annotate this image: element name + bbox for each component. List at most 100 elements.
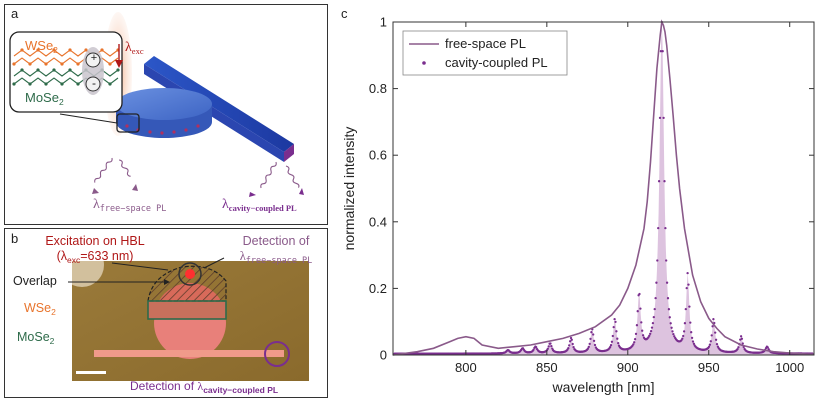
cavity-dot [683,322,687,325]
x-tick-label: 1000 [775,360,804,375]
b-wse2-text: WSe [24,301,52,315]
microdisk-top [116,88,212,120]
cavity-dot [641,329,644,332]
electron-sign: - [92,76,96,90]
detection-cav-text: Detection of λcavity−coupled PL [130,379,279,395]
cavity-dot [568,344,571,347]
cavity-dot [685,286,688,290]
cavity-dot [633,341,636,344]
wse2-text: WSe [25,38,54,53]
b-mose2-sub: 2 [49,336,55,346]
cavity-dot [535,346,538,349]
cavity-dot [651,321,655,325]
cavity-dot [632,343,635,346]
mose2-flake-outline [147,300,227,320]
cavity-dot [547,345,550,348]
excitation-l2-pre: (λ [56,249,68,263]
lambda-free-label: λfree−space PL [93,197,166,214]
free-space-line [392,19,815,356]
cavity-dot [613,317,616,321]
cavity-dot [654,296,657,300]
cavity-dot [635,324,639,327]
excitation-line2: (λexc=633 nm) [33,249,157,265]
cavity-dot [714,331,717,334]
cavity-dot [588,342,591,346]
detection-cav-sub: cavity−coupled PL [203,385,279,395]
cavity-dot [690,336,694,340]
detection-free-sub: free−space PL [245,256,313,266]
cavity-dot [712,317,715,321]
cavity-dot [616,337,619,340]
hole-circle [85,52,101,68]
x-tick-label: 850 [536,360,558,375]
detection-free-line1: Detection of [242,234,310,248]
cavity-dot [655,281,658,284]
cavity-dot [658,116,662,120]
cavity-dot [690,331,693,334]
cavity-dot [740,337,744,340]
excitation-text: Excitation on HBL (λexc=633 nm) [33,234,157,265]
y-tick-label: 0.4 [369,214,387,229]
cavity-dot [641,334,645,337]
cavity-dot [691,340,695,343]
panel-a-illustration [9,12,304,197]
cavity-dot [634,332,638,336]
waveguide-image [94,350,284,357]
lambda-free-symbol: λ [93,197,100,212]
cavity-dot [593,343,597,347]
cavity-dot [657,180,661,183]
cavity-dot [741,342,744,345]
waveguide-side [144,64,284,162]
cavity-dot [681,337,684,340]
b-mose2-text: MoSe [17,330,50,344]
cavity-dot [640,321,643,324]
cavity-dot [592,333,595,336]
plot-area: 800 850 900 950 1000 0 0.2 0.4 0.6 0.8 1 [369,15,815,375]
mose2-label: MoSe2 [25,90,64,107]
detection-cav-lambda: λ [197,379,204,393]
cavity-dot [650,326,654,329]
cavity-dot [684,307,687,311]
x-tick-label: 900 [617,360,639,375]
cavity-dot [736,347,739,351]
x-axis-label: wavelength [nm] [552,379,655,395]
hole-sign: + [90,52,98,64]
cavity-dot [707,345,711,348]
cavity-dot [709,340,712,343]
cavity-dot [633,337,637,341]
y-tick-label: 0.8 [369,81,387,96]
cavity-dot [653,307,656,311]
x-tick-label: 800 [455,360,477,375]
cavity-dot [592,339,596,343]
detection-free-lambda: λ [239,249,246,263]
cavity-dot [667,308,671,311]
cavity-dot [569,336,573,340]
lambda-cav-symbol: λ [222,197,229,212]
legend-dot-cavity [422,61,426,65]
cavity-dot [532,348,535,351]
overlap-label: Overlap [13,274,57,288]
cavity-dot [587,345,590,349]
cavity-dot [610,340,614,343]
cavity-dot [673,335,676,338]
cavity-dot [668,316,671,319]
cavity-dot [661,50,664,53]
panel-b-label: b [11,231,19,246]
cavity-dot [649,332,652,335]
chart-legend: free-space PL cavity-coupled PL [402,30,568,76]
cavity-dot [614,320,617,324]
y-axis-label: normalized intensity [341,127,357,251]
lambda-exc-sub: exc [131,46,144,56]
cavity-dot [639,307,642,310]
cavity-dot [612,325,615,329]
lambda-cav-label: λcavity−coupled PL [222,197,297,213]
cavity-dot [739,335,743,338]
cavity-dot [549,342,552,345]
cavity-dot [670,326,673,329]
cavity-dot [617,341,620,345]
cavity-dot [586,347,590,350]
cavity-dot [665,281,669,284]
cavity-dot [611,334,614,338]
cavity-dot [664,226,667,230]
cavity-dot [571,342,574,346]
